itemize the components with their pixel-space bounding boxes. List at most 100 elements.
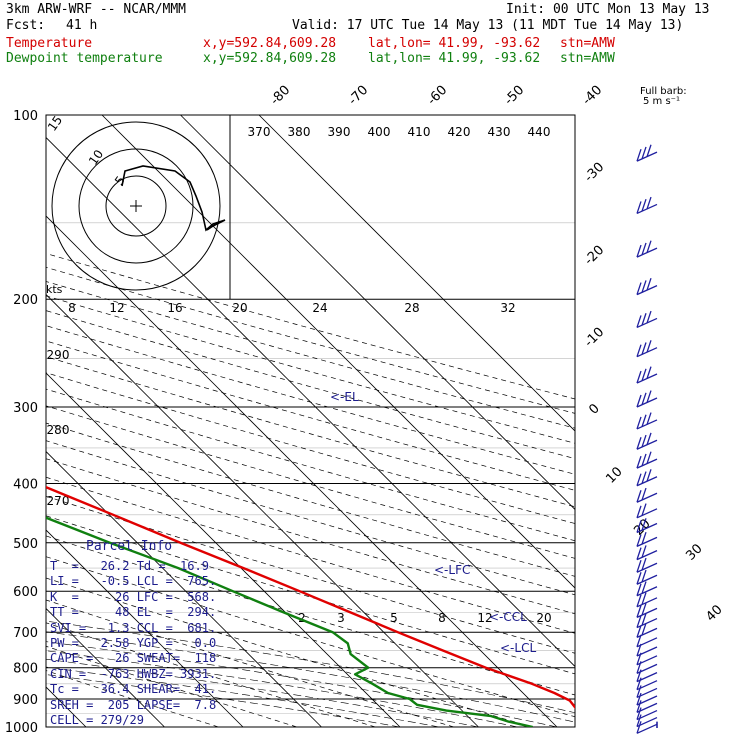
wind-barb-flag: [641, 199, 647, 212]
wind-barb: [636, 721, 658, 734]
parcel-info-row: TT = 48 EL = 294.: [50, 605, 217, 620]
isotherm-label: 0: [586, 401, 602, 417]
dry-adiabat-line: [46, 295, 575, 444]
wind-barb-flag: [636, 643, 642, 657]
mixing-ratio-label: 8: [438, 611, 446, 625]
wind-barb-flag: [636, 669, 642, 682]
wind-barb: [636, 366, 658, 384]
temp-station: stn=AMW: [560, 36, 615, 51]
hodograph-ring: [78, 148, 194, 264]
wind-barb: [636, 340, 658, 358]
mixing-ratio-label: 2: [298, 611, 306, 625]
pressure-tick-label: 200: [13, 293, 38, 308]
mixing-ratio-label: 8: [68, 301, 76, 315]
wind-barb-flag: [636, 505, 642, 518]
parcel-info-row: T = 26.2 Td = 16.9: [50, 559, 209, 573]
isotherm-label: -20: [582, 243, 608, 269]
legend-dewpoint: Dewpoint temperature: [6, 51, 163, 66]
temperature-profile-line: [46, 485, 575, 710]
wind-barb-flag: [646, 144, 652, 157]
theta-label: 430: [488, 125, 511, 139]
mixing-ratio-label: 3: [337, 611, 345, 625]
isotherm-label: 40: [703, 602, 725, 624]
mixing-ratio-label: 12: [477, 611, 492, 625]
wind-barb: [636, 557, 658, 573]
parcel-info-row: SREH = 205 LAPSE= 7.8: [50, 697, 217, 712]
mixing-ratio-label: 20: [232, 301, 247, 315]
wind-barb-flag: [636, 714, 642, 727]
ccl-marker: <-CCL: [489, 610, 527, 624]
pressure-tick-label: 800: [13, 662, 38, 677]
wind-barb-flag: [636, 455, 642, 469]
parcel-info-title: Parcel Info: [86, 539, 173, 554]
hodograph-ring-label: 10: [86, 147, 106, 168]
theta-e-label: 290: [47, 348, 70, 362]
wind-barb-flag: [636, 244, 642, 258]
hodograph-trace: [121, 165, 226, 232]
wind-barb-flag: [636, 700, 642, 713]
isotherm-label: -50: [502, 83, 528, 109]
wind-barb-flag: [641, 622, 647, 636]
isotherm-label: -40: [580, 83, 606, 109]
theta-label: 400: [368, 125, 391, 139]
wind-barb: [636, 277, 658, 296]
theta-label: 410: [408, 125, 431, 139]
wind-barb: [636, 412, 658, 430]
wind-barbs: [636, 144, 658, 734]
wind-barb-flag: [641, 471, 647, 484]
wind-barb-flag: [646, 469, 652, 482]
wind-barb-flag: [636, 615, 642, 628]
wind-barb: [636, 469, 658, 487]
wind-barb-flag: [636, 148, 642, 162]
theta-label: 420: [448, 125, 471, 139]
wind-barb-flag: [641, 602, 647, 616]
parcel-info-row: CIN = -763 HWBZ= 3931.: [50, 666, 217, 681]
wind-barb-shaft: [636, 597, 658, 608]
wind-barb-flag: [636, 201, 642, 214]
dry-adiabat-line: [46, 495, 575, 654]
dewpoint-profile-line: [46, 516, 533, 727]
wind-barb-flag: [641, 592, 647, 605]
wind-barb-flag: [641, 503, 647, 516]
wind-barb-flag: [641, 242, 647, 256]
wind-barb-flag: [646, 432, 652, 446]
init-time: Init: 00 UTC Mon 13 May 13: [506, 2, 710, 17]
isotherm-label: -10: [582, 325, 608, 351]
pressure-tick-label: 1000: [5, 721, 38, 736]
wind-barb: [636, 487, 658, 503]
wind-barb-shaft: [636, 492, 658, 503]
wind-barb: [636, 310, 658, 329]
parcel-info-row: Tc = 36.4 SHEAR= 41.: [50, 682, 217, 697]
pressure-tick-label: 300: [13, 401, 38, 416]
parcel-info-row: PW = 2.58 YGP = 0.0: [50, 636, 217, 650]
theta-label: 390: [328, 125, 351, 139]
wind-barb-flag: [636, 605, 642, 618]
wind-barb-flag: [646, 310, 652, 324]
wind-barb-shaft: [636, 723, 658, 734]
pressure-tick-label: 100: [13, 109, 38, 124]
wind-barb-flag: [636, 315, 642, 328]
isotherm-label: -60: [425, 83, 451, 109]
wind-barb-flag: [636, 685, 642, 698]
wind-barb-flag: [641, 146, 647, 160]
wind-barb-flag: [646, 240, 652, 253]
isotherm-line: [46, 529, 244, 727]
wind-barb-flag: [636, 547, 642, 560]
wind-barb-shaft: [636, 508, 658, 519]
wind-barb: [636, 196, 658, 215]
wind-barb: [636, 592, 658, 608]
wind-barb-flag: [636, 394, 642, 408]
wind-barb-shaft: [636, 586, 658, 597]
wind-barb: [636, 240, 658, 258]
wind-barb-flag: [636, 692, 642, 706]
el-marker: <-EL: [330, 390, 359, 404]
dry-adiabat-line: [46, 670, 219, 727]
wind-barb: [636, 569, 658, 585]
hodograph-ring-label: 15: [45, 113, 65, 134]
parcel-info-row: LI = -0.5 LCL = 765.: [50, 574, 217, 589]
dry-adiabat-line: [46, 340, 575, 491]
pressure-tick-label: 700: [13, 626, 38, 641]
wind-barb-flag: [641, 518, 647, 531]
wind-barb-flag: [636, 473, 642, 486]
wind-barb-flag: [636, 560, 642, 573]
